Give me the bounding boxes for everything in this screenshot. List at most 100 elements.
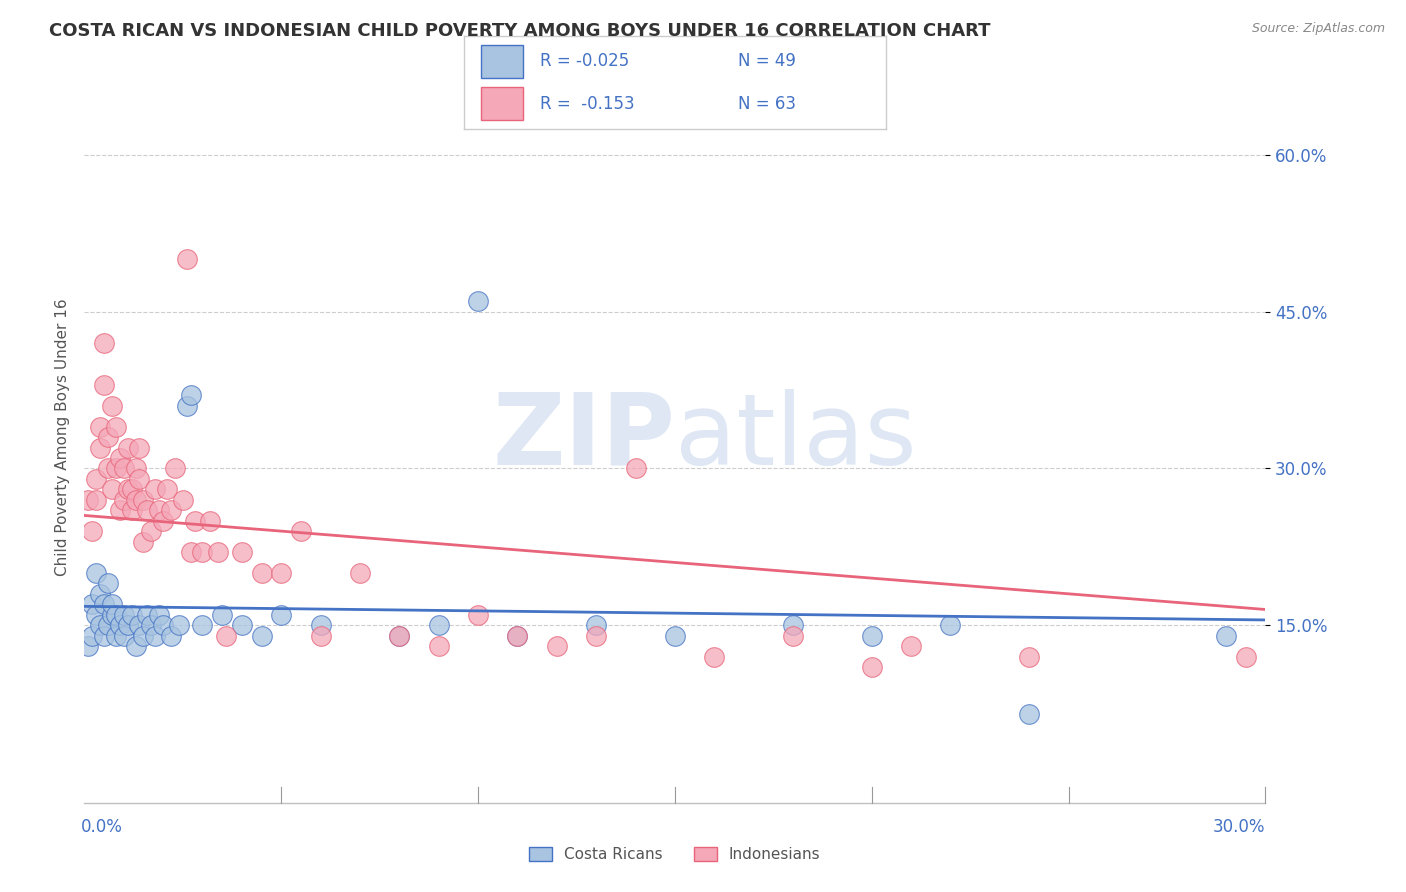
Point bbox=[939, 618, 962, 632]
Point bbox=[231, 618, 253, 632]
Point bbox=[108, 503, 131, 517]
Point bbox=[703, 649, 725, 664]
Point bbox=[160, 629, 183, 643]
Point bbox=[104, 419, 127, 434]
Point bbox=[152, 618, 174, 632]
Point bbox=[89, 419, 111, 434]
Point bbox=[97, 576, 120, 591]
Point bbox=[290, 524, 312, 538]
Point bbox=[163, 461, 186, 475]
Point bbox=[143, 483, 166, 497]
Point bbox=[215, 629, 238, 643]
Point bbox=[270, 566, 292, 580]
Point bbox=[148, 607, 170, 622]
Point bbox=[585, 618, 607, 632]
Point bbox=[309, 618, 332, 632]
Text: 30.0%: 30.0% bbox=[1213, 819, 1265, 837]
Point bbox=[108, 618, 131, 632]
Point bbox=[112, 461, 135, 475]
Point bbox=[176, 252, 198, 267]
Y-axis label: Child Poverty Among Boys Under 16: Child Poverty Among Boys Under 16 bbox=[55, 298, 70, 576]
Point bbox=[93, 377, 115, 392]
Point bbox=[101, 399, 124, 413]
Point bbox=[89, 441, 111, 455]
Point bbox=[124, 639, 146, 653]
Point bbox=[82, 597, 104, 611]
Text: Source: ZipAtlas.com: Source: ZipAtlas.com bbox=[1251, 22, 1385, 36]
Point bbox=[112, 492, 135, 507]
Point bbox=[624, 461, 647, 475]
Text: R =  -0.153: R = -0.153 bbox=[540, 95, 634, 112]
Text: ZIP: ZIP bbox=[492, 389, 675, 485]
Point bbox=[585, 629, 607, 643]
Point bbox=[97, 461, 120, 475]
Point bbox=[349, 566, 371, 580]
Point bbox=[160, 503, 183, 517]
Text: atlas: atlas bbox=[675, 389, 917, 485]
Text: N = 49: N = 49 bbox=[738, 53, 796, 70]
Point bbox=[782, 629, 804, 643]
Point bbox=[84, 566, 107, 580]
Point bbox=[782, 618, 804, 632]
Point bbox=[128, 441, 150, 455]
Point bbox=[183, 514, 205, 528]
Text: 0.0%: 0.0% bbox=[80, 819, 122, 837]
Point bbox=[104, 461, 127, 475]
Point bbox=[89, 618, 111, 632]
Point bbox=[172, 492, 194, 507]
Point bbox=[467, 607, 489, 622]
Point bbox=[117, 441, 139, 455]
Point bbox=[124, 461, 146, 475]
Point bbox=[84, 472, 107, 486]
Point bbox=[121, 607, 143, 622]
Point bbox=[101, 483, 124, 497]
Point bbox=[104, 629, 127, 643]
Point bbox=[141, 524, 163, 538]
Point bbox=[108, 450, 131, 465]
Point bbox=[136, 607, 159, 622]
Point bbox=[1215, 629, 1237, 643]
Point bbox=[93, 597, 115, 611]
Point bbox=[148, 503, 170, 517]
Point bbox=[200, 514, 222, 528]
Point bbox=[132, 534, 155, 549]
Point bbox=[84, 492, 107, 507]
Point bbox=[77, 492, 100, 507]
Point bbox=[128, 472, 150, 486]
Legend: Costa Ricans, Indonesians: Costa Ricans, Indonesians bbox=[523, 841, 827, 868]
Point bbox=[84, 607, 107, 622]
Point bbox=[152, 514, 174, 528]
Point bbox=[101, 607, 124, 622]
Point bbox=[427, 618, 450, 632]
Point bbox=[101, 597, 124, 611]
Point bbox=[77, 639, 100, 653]
Point bbox=[506, 629, 529, 643]
Point bbox=[121, 503, 143, 517]
Point bbox=[546, 639, 568, 653]
Point bbox=[860, 660, 883, 674]
Point bbox=[180, 545, 202, 559]
Point bbox=[128, 618, 150, 632]
Point bbox=[250, 629, 273, 643]
Point bbox=[121, 483, 143, 497]
Point bbox=[132, 492, 155, 507]
Point bbox=[167, 618, 190, 632]
Bar bbox=[481, 87, 523, 120]
Point bbox=[117, 483, 139, 497]
Point bbox=[860, 629, 883, 643]
Text: N = 63: N = 63 bbox=[738, 95, 796, 112]
Point bbox=[191, 618, 214, 632]
Point bbox=[270, 607, 292, 622]
Point bbox=[124, 492, 146, 507]
Point bbox=[231, 545, 253, 559]
Point bbox=[427, 639, 450, 653]
Point bbox=[117, 618, 139, 632]
Point bbox=[180, 388, 202, 402]
Text: R = -0.025: R = -0.025 bbox=[540, 53, 628, 70]
Bar bbox=[481, 45, 523, 78]
Point bbox=[207, 545, 229, 559]
Point bbox=[1234, 649, 1257, 664]
Point bbox=[388, 629, 411, 643]
Point bbox=[506, 629, 529, 643]
Point bbox=[97, 618, 120, 632]
